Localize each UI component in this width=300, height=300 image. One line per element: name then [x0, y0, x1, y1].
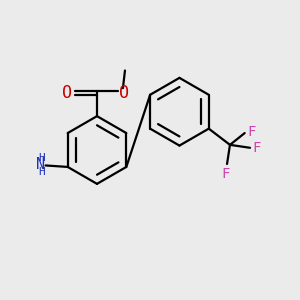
Text: F: F [252, 141, 261, 155]
Text: F: F [247, 125, 255, 139]
Text: N: N [36, 157, 45, 172]
Text: O: O [119, 84, 129, 102]
Text: H: H [38, 152, 45, 163]
Text: H: H [38, 167, 45, 177]
Text: F: F [221, 167, 230, 181]
Text: O: O [62, 84, 72, 102]
